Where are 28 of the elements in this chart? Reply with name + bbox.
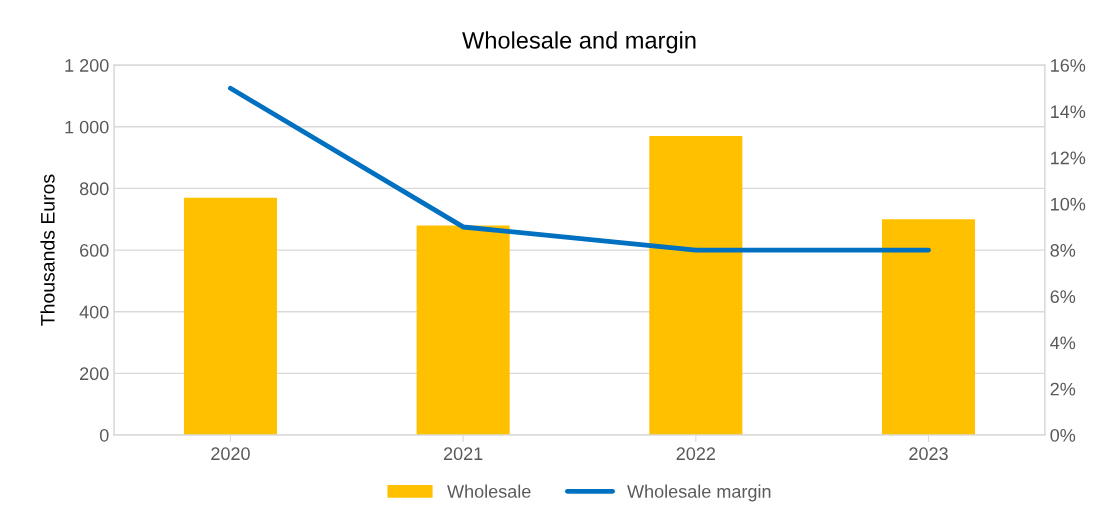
y-tick-label: 200: [80, 367, 109, 381]
bar: [183, 197, 277, 436]
y2-tick-label: 12%: [1051, 151, 1086, 165]
bar: [416, 225, 510, 436]
y2-tick-label: 16%: [1051, 59, 1086, 72]
bar: [649, 136, 743, 436]
y2-tick-label: 4%: [1050, 336, 1076, 350]
y-tick-label: 400: [79, 305, 109, 319]
legend-label: Wholesale margin: [627, 484, 771, 502]
x-tick-label: 2020: [211, 447, 250, 461]
chart-title: Wholesale and margin: [462, 31, 696, 54]
y-tick-label: 1 000: [65, 120, 109, 134]
y-tick-label: 1 200: [65, 59, 109, 72]
y-axis-title: Thousands Euros: [40, 174, 55, 326]
y2-tick-label: 0%: [1050, 428, 1076, 442]
y-tick-label: 600: [80, 244, 109, 257]
y-tick-label: 0: [99, 428, 109, 442]
y2-tick-label: 8%: [1050, 244, 1076, 257]
y2-tick-label: 10%: [1051, 197, 1086, 211]
y-tick-label: 800: [79, 182, 109, 196]
legend-label: Wholesale: [447, 484, 531, 498]
bar: [881, 219, 976, 436]
x-tick-label: 2021: [443, 447, 483, 461]
y2-tick-label: 6%: [1050, 290, 1076, 304]
y2-tick-label: 14%: [1051, 105, 1086, 119]
x-tick-label: 2022: [676, 447, 715, 461]
x-tick-label: 2023: [909, 447, 948, 461]
y2-tick-label: 2%: [1050, 382, 1076, 396]
